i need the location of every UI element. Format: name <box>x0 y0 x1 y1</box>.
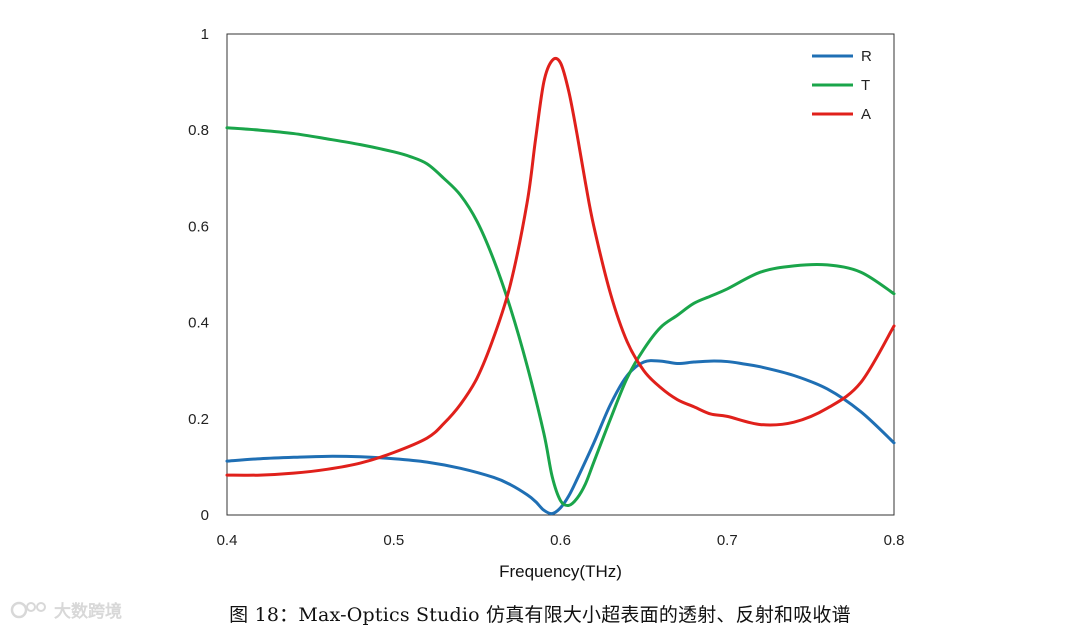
watermark: 大数跨境 <box>10 597 122 622</box>
y-tick-label: 0.2 <box>188 411 209 428</box>
series-line-a <box>225 56 896 477</box>
legend: RTA <box>812 48 872 123</box>
y-tick-label: 0 <box>201 507 209 524</box>
y-axis-ticks: 0 0.2 0.4 0.6 0.8 1 <box>188 26 209 524</box>
series-line-r <box>225 359 896 516</box>
x-tick-label: 0.6 <box>550 532 571 549</box>
series-layer <box>225 56 896 516</box>
series-line-t <box>225 126 896 507</box>
x-tick-label: 0.4 <box>217 532 238 549</box>
x-axis-label: Frequency(THz) <box>499 562 622 581</box>
watermark-logo-icon <box>10 601 46 618</box>
legend-label-t: T <box>861 77 870 94</box>
legend-label-a: A <box>861 106 871 123</box>
y-tick-label: 0.6 <box>188 218 209 235</box>
x-tick-label: 0.5 <box>383 532 404 549</box>
x-tick-label: 0.8 <box>884 532 905 549</box>
legend-label-r: R <box>861 48 872 65</box>
watermark-text: 大数跨境 <box>54 602 122 622</box>
x-axis-ticks: 0.4 0.5 0.6 0.7 0.8 <box>217 532 905 549</box>
y-tick-label: 0.8 <box>188 122 209 139</box>
y-tick-label: 1 <box>201 26 209 43</box>
figure-caption: 图 18：Max-Optics Studio 仿真有限大小超表面的透射、反射和吸… <box>229 604 851 626</box>
x-tick-label: 0.7 <box>717 532 738 549</box>
plot-frame <box>226 33 895 516</box>
y-tick-label: 0.4 <box>188 315 209 332</box>
